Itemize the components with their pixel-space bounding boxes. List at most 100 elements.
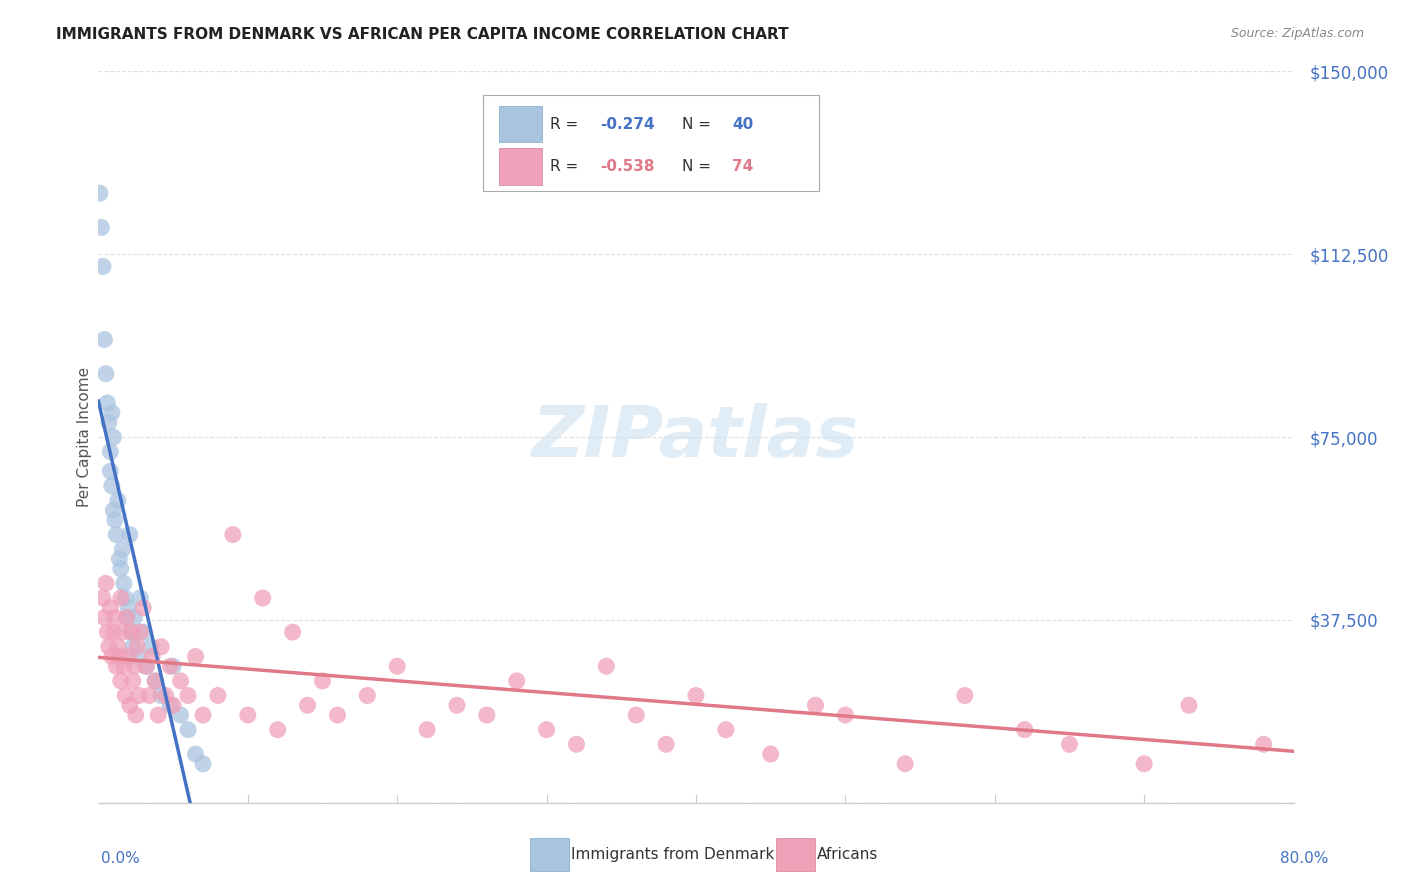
Text: IMMIGRANTS FROM DENMARK VS AFRICAN PER CAPITA INCOME CORRELATION CHART: IMMIGRANTS FROM DENMARK VS AFRICAN PER C… [56, 27, 789, 42]
Point [94, 367, 117, 381]
FancyBboxPatch shape [484, 95, 820, 191]
Point [96, 625, 118, 640]
Point [326, 708, 349, 723]
Point [108, 552, 131, 566]
Point [222, 527, 245, 541]
Point [93, 333, 115, 347]
Point [132, 600, 155, 615]
Text: 80.0%: 80.0% [1281, 851, 1329, 865]
Point [177, 723, 200, 737]
Point [150, 640, 173, 654]
Point [1059, 737, 1081, 751]
Point [108, 649, 131, 664]
Point [148, 708, 170, 723]
Point [104, 610, 127, 624]
Text: R =: R = [550, 117, 583, 132]
Point [120, 625, 142, 640]
Point [1014, 723, 1036, 737]
Point [96, 396, 118, 410]
Point [97, 416, 120, 430]
Point [120, 625, 142, 640]
Text: ZIPatlas: ZIPatlas [533, 402, 859, 472]
Point [118, 527, 141, 541]
Point [89, 186, 111, 201]
Text: Africans: Africans [817, 847, 879, 862]
Point [103, 430, 125, 444]
Point [143, 673, 166, 688]
Point [110, 673, 132, 688]
Point [111, 542, 134, 557]
Point [135, 659, 157, 673]
Point [139, 640, 162, 654]
Point [804, 698, 827, 713]
Point [191, 756, 214, 771]
Point [446, 698, 468, 713]
Point [536, 723, 558, 737]
Point [759, 747, 782, 761]
Point [565, 737, 588, 751]
Point [169, 673, 191, 688]
FancyBboxPatch shape [499, 106, 541, 143]
Point [297, 698, 319, 713]
Point [177, 689, 200, 703]
Point [101, 649, 124, 664]
FancyBboxPatch shape [499, 148, 541, 185]
Point [124, 610, 146, 624]
Point [98, 444, 122, 458]
Point [191, 708, 214, 723]
Point [124, 659, 146, 673]
Point [252, 591, 274, 605]
Point [281, 625, 304, 640]
Point [169, 708, 191, 723]
Point [1312, 640, 1334, 654]
Point [115, 610, 138, 624]
Text: 74: 74 [733, 159, 754, 174]
Point [94, 576, 117, 591]
Point [107, 493, 129, 508]
Point [128, 689, 150, 703]
Point [104, 513, 127, 527]
Point [117, 649, 139, 664]
Point [894, 756, 917, 771]
Point [162, 659, 184, 673]
Point [685, 689, 707, 703]
Point [236, 708, 259, 723]
Point [953, 689, 976, 703]
Text: -0.274: -0.274 [600, 117, 655, 132]
Point [127, 649, 149, 664]
Point [475, 708, 498, 723]
Text: N =: N = [682, 159, 716, 174]
Point [141, 649, 163, 664]
Point [91, 260, 114, 274]
Point [103, 625, 125, 640]
Point [121, 673, 143, 688]
Point [105, 659, 128, 673]
Text: Immigrants from Denmark: Immigrants from Denmark [571, 847, 775, 862]
Point [101, 406, 124, 420]
Point [1133, 756, 1156, 771]
Point [311, 673, 333, 688]
Point [105, 527, 128, 541]
Point [1253, 737, 1275, 751]
Point [91, 591, 114, 605]
Point [155, 689, 177, 703]
Point [98, 464, 122, 478]
Point [385, 659, 409, 673]
Point [90, 220, 112, 235]
Text: R =: R = [550, 159, 583, 174]
Point [110, 591, 132, 605]
Point [207, 689, 229, 703]
Point [132, 625, 155, 640]
Point [97, 640, 120, 654]
Point [626, 708, 648, 723]
Point [138, 689, 160, 703]
Point [112, 576, 135, 591]
Y-axis label: Per Capita Income: Per Capita Income [77, 367, 91, 508]
Point [595, 659, 617, 673]
Point [115, 610, 138, 624]
Point [150, 689, 173, 703]
Point [1178, 698, 1201, 713]
Point [356, 689, 378, 703]
Point [159, 659, 181, 673]
Point [184, 649, 207, 664]
